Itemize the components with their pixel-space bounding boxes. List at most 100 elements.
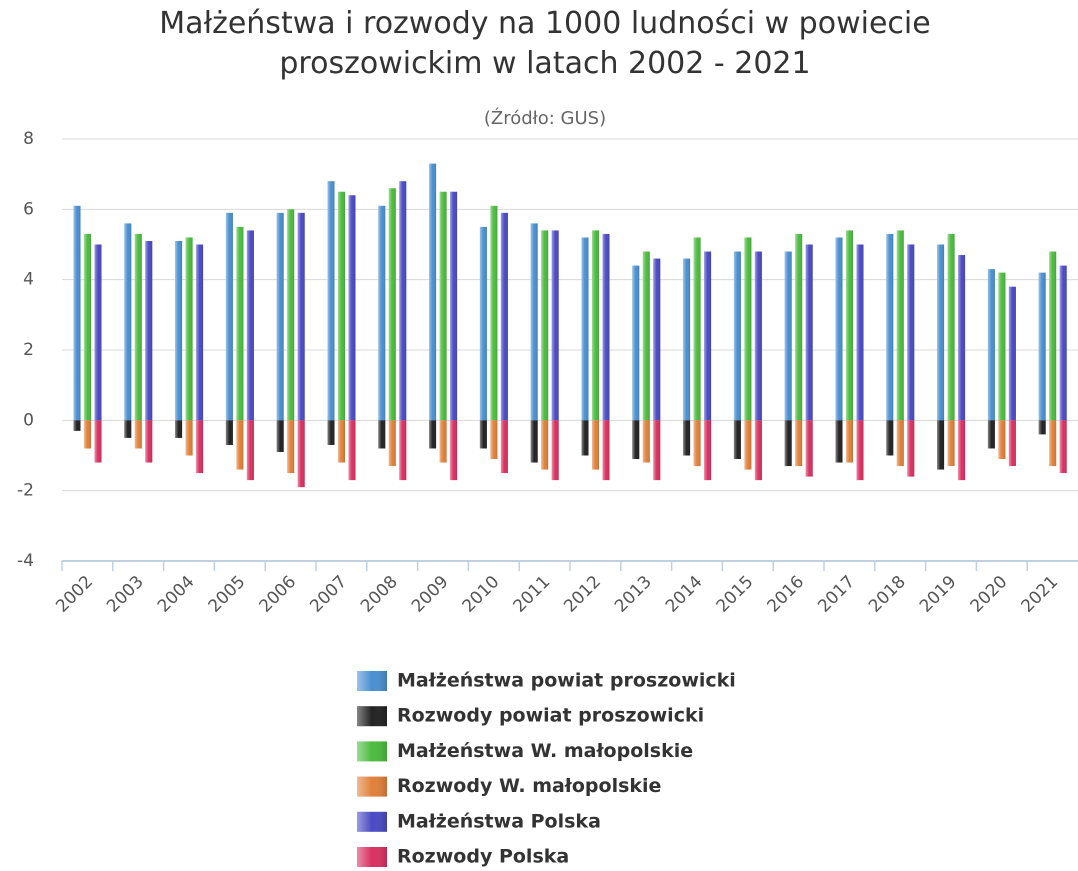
bar-shade — [632, 420, 640, 460]
y-tick-label: 0 — [23, 410, 34, 430]
bar-shade — [73, 205, 81, 421]
bar-shade — [429, 420, 437, 449]
legend-swatch-shade — [357, 847, 387, 867]
bar-shade — [236, 420, 244, 470]
bar-shade — [693, 420, 701, 467]
bar-shade — [733, 251, 741, 421]
bar-shade — [124, 420, 132, 438]
bar-shade — [998, 272, 1006, 421]
bar-shade — [246, 230, 254, 421]
bar-shade — [134, 233, 142, 421]
x-tick-label: 2017 — [814, 572, 859, 617]
bar-shade — [551, 230, 559, 421]
bar-shade — [937, 244, 945, 421]
bar-shade — [530, 420, 538, 463]
bar-shade — [805, 244, 813, 421]
bar-shade — [937, 420, 945, 470]
bar-shade — [175, 240, 183, 421]
bar-shade — [1049, 420, 1057, 467]
bar-shade — [134, 420, 142, 449]
bar-shade — [581, 237, 589, 421]
bar-shade — [378, 205, 386, 421]
bar-shade — [754, 420, 762, 481]
bar-shade — [348, 420, 356, 481]
bar-shade — [784, 420, 792, 467]
bar-shade — [450, 420, 458, 481]
bar-shade — [399, 181, 407, 421]
bar-shade — [1059, 265, 1067, 421]
bar-shade — [541, 420, 549, 470]
bar-shade — [886, 420, 894, 456]
bar-shade — [276, 420, 284, 452]
bar-shade — [835, 420, 843, 463]
bar-shade — [94, 420, 102, 463]
x-tick-label: 2021 — [1017, 572, 1062, 617]
legend-swatch-shade — [357, 706, 387, 727]
bar-shade — [541, 230, 549, 421]
x-tick-label: 2019 — [916, 572, 961, 617]
x-tick-label: 2004 — [154, 572, 199, 617]
bar-shade — [846, 230, 853, 421]
bar-shade — [439, 191, 447, 421]
bar-shade — [297, 420, 305, 488]
bar-shade — [530, 223, 538, 421]
bar-shade — [958, 255, 966, 421]
bar-shade — [1038, 420, 1046, 435]
bar-shade — [581, 420, 589, 456]
bar-shade — [348, 195, 356, 421]
bar-shade — [653, 258, 661, 421]
bar-shade — [439, 420, 447, 463]
x-tick-label: 2013 — [611, 572, 656, 617]
bar-shade — [73, 420, 81, 431]
bar-shade — [704, 251, 712, 421]
bar-shade — [805, 420, 813, 477]
bar-shade — [592, 420, 599, 470]
bar-shade — [733, 420, 741, 460]
bar-shade — [896, 420, 904, 467]
bar-shade — [642, 420, 650, 463]
bar-shade — [592, 230, 599, 421]
bar-shade — [145, 420, 153, 463]
bar-shade — [896, 230, 904, 421]
bar-shade — [185, 420, 193, 456]
x-tick-label: 2018 — [865, 572, 910, 617]
bar-shade — [236, 226, 244, 421]
x-tick-label: 2009 — [408, 572, 453, 617]
bar-shade — [1038, 272, 1046, 421]
bar-shade — [704, 420, 712, 481]
legend-label: Rozwody Polska — [397, 846, 569, 868]
bar-shade — [602, 420, 610, 481]
bar-shade — [145, 240, 153, 421]
y-tick-label: 4 — [23, 270, 34, 290]
x-tick-label: 2007 — [306, 572, 351, 617]
bar-shade — [551, 420, 559, 481]
bar-shade — [175, 420, 183, 438]
bar-shade — [1049, 251, 1057, 421]
bar-shade — [225, 212, 233, 421]
x-tick-label: 2010 — [459, 572, 504, 617]
bar-shade — [642, 251, 650, 421]
legend-swatch-shade — [357, 811, 387, 832]
legend-swatch-shade — [357, 671, 387, 691]
bar-shade — [276, 212, 284, 421]
chart-title: Małżeństwa i rozwody na 1000 ludności w … — [159, 6, 931, 81]
chart-subtitle: (Źródło: GUS) — [484, 107, 606, 129]
bar-shade — [987, 420, 995, 449]
y-tick-label: 6 — [23, 199, 34, 219]
x-tick-label: 2020 — [967, 572, 1012, 617]
x-tick-label: 2003 — [103, 572, 148, 617]
y-tick-label: 2 — [23, 340, 34, 360]
bar-shade — [399, 420, 407, 481]
bar-shade — [490, 205, 498, 421]
bar-shade — [388, 188, 396, 421]
bar-shade — [987, 269, 995, 421]
x-tick-label: 2014 — [662, 572, 707, 617]
bar-shade — [683, 258, 691, 421]
bar-shade — [886, 233, 894, 421]
legend-label: Rozwody powiat proszowicki — [397, 705, 704, 727]
bar-shade — [84, 233, 91, 421]
bar-shade — [784, 251, 792, 421]
bar-shade — [124, 223, 132, 421]
bar-shade — [653, 420, 661, 481]
